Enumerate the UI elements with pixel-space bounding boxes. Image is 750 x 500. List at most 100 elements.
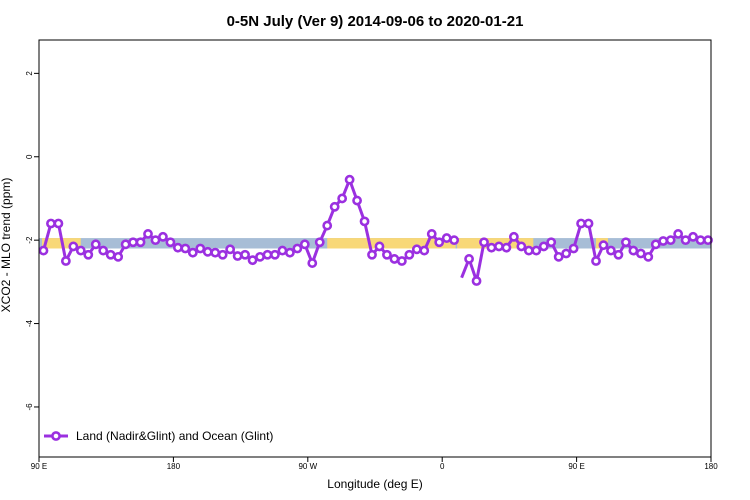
y-tick-label: 0 xyxy=(25,154,34,159)
data-point xyxy=(516,241,527,252)
data-point xyxy=(576,218,586,229)
chart-title: 0-5N July (Ver 9) 2014-09-06 to 2020-01-… xyxy=(227,13,524,30)
data-point xyxy=(60,256,71,266)
data-point xyxy=(83,249,94,260)
data-point xyxy=(352,195,362,206)
data-point xyxy=(307,258,318,268)
x-tick-label: 180 xyxy=(704,462,718,471)
data-point xyxy=(344,174,355,185)
data-point xyxy=(277,245,288,256)
y-tick-label: -4 xyxy=(25,319,34,327)
data-point xyxy=(187,247,198,258)
data-point xyxy=(284,247,295,258)
x-tick-label: 180 xyxy=(167,462,181,471)
data-point xyxy=(673,229,684,239)
data-point xyxy=(688,231,698,242)
data-point xyxy=(658,236,669,246)
data-point xyxy=(441,233,452,243)
series-line-segment-1 xyxy=(460,241,486,283)
data-point xyxy=(255,251,265,262)
x-tick-label: 90 W xyxy=(298,462,317,471)
data-point xyxy=(396,256,407,266)
x-tick-label: 90 E xyxy=(568,462,584,471)
data-point xyxy=(105,249,116,260)
data-point xyxy=(382,249,392,260)
data-point xyxy=(299,239,310,250)
data-point xyxy=(120,239,131,250)
data-point xyxy=(464,254,474,264)
data-point xyxy=(337,193,348,204)
y-tick-label: -6 xyxy=(25,403,34,411)
data-point xyxy=(411,244,422,255)
data-point xyxy=(389,254,400,264)
data-point xyxy=(561,248,572,259)
data-point xyxy=(635,248,646,259)
data-point xyxy=(240,249,250,260)
data-point xyxy=(606,245,616,256)
data-point xyxy=(538,241,549,252)
data-point xyxy=(75,245,86,256)
data-point xyxy=(680,235,691,246)
data-point xyxy=(292,243,303,254)
data-point xyxy=(322,220,333,231)
data-point xyxy=(613,249,624,260)
data-point xyxy=(479,237,489,248)
data-point xyxy=(374,241,385,252)
land-band-1 xyxy=(327,238,456,249)
data-point xyxy=(210,247,221,258)
data-point xyxy=(165,237,176,248)
data-point xyxy=(620,237,631,248)
data-point xyxy=(643,251,654,262)
data-point xyxy=(53,218,64,229)
data-point xyxy=(703,235,713,246)
legend-entry-label: Land (Nadir&Glint) and Ocean (Glint) xyxy=(76,429,273,443)
data-point xyxy=(523,245,534,256)
data-point xyxy=(367,249,377,260)
y-tick-label: -2 xyxy=(25,236,34,244)
data-point xyxy=(217,249,228,260)
data-point xyxy=(143,229,153,239)
data-point xyxy=(531,245,542,256)
data-point xyxy=(628,245,639,256)
data-point xyxy=(262,249,273,260)
data-point xyxy=(314,237,325,248)
data-point xyxy=(195,243,206,254)
data-point xyxy=(449,235,460,246)
data-point xyxy=(247,255,258,266)
data-point xyxy=(150,235,161,246)
data-point xyxy=(202,246,213,257)
data-point xyxy=(419,245,430,256)
y-tick-label: 2 xyxy=(25,71,34,76)
data-point xyxy=(128,237,138,248)
data-point xyxy=(98,245,109,256)
data-point xyxy=(135,237,146,248)
data-point xyxy=(695,235,706,246)
data-point xyxy=(665,235,676,246)
data-point xyxy=(598,240,609,251)
data-point xyxy=(90,239,101,250)
series-layer xyxy=(38,174,713,286)
legend: Land (Nadir&Glint) and Ocean (Glint) xyxy=(44,429,273,443)
data-point xyxy=(359,216,370,227)
data-point xyxy=(486,242,497,253)
data-point xyxy=(270,249,280,260)
data-point xyxy=(404,249,415,260)
x-tick-label: 0 xyxy=(440,462,445,471)
data-point xyxy=(583,218,594,229)
x-tick-label: 90 E xyxy=(31,462,47,471)
data-point xyxy=(501,242,512,253)
data-point xyxy=(591,256,601,266)
data-point xyxy=(225,244,236,255)
data-point xyxy=(113,251,124,262)
data-point xyxy=(329,201,340,212)
data-point xyxy=(232,251,243,261)
data-point xyxy=(38,245,49,256)
x-axis-label: Longitude (deg E) xyxy=(327,477,422,491)
data-point xyxy=(68,241,79,252)
data-point xyxy=(508,231,519,242)
data-point xyxy=(158,231,168,242)
data-point xyxy=(434,237,445,248)
data-point xyxy=(180,243,191,254)
